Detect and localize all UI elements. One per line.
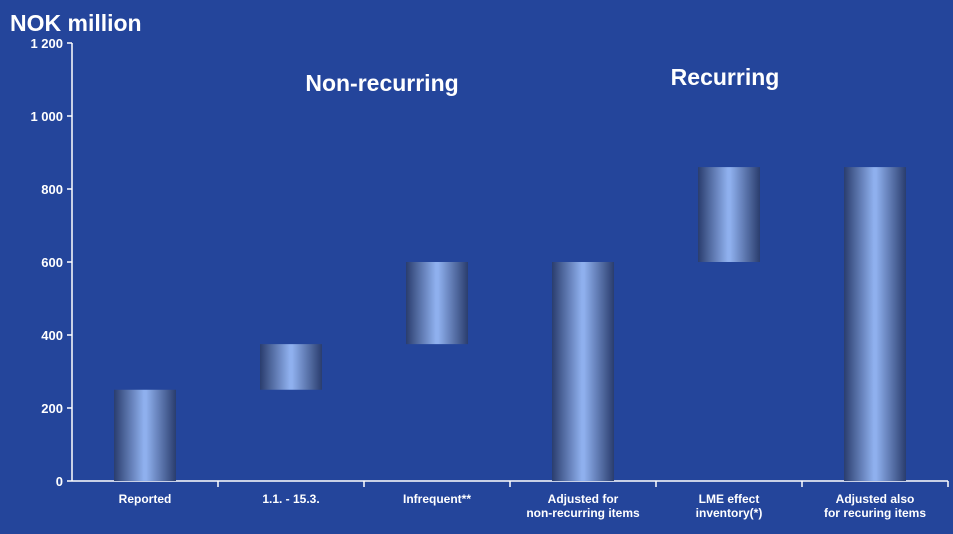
x-tick-label: Reported xyxy=(119,492,172,506)
x-tick-label: 1.1. - 15.3. xyxy=(262,492,319,506)
x-tick-label: inventory(*) xyxy=(696,506,763,520)
bar xyxy=(406,262,468,345)
annotation-recurring: Recurring xyxy=(671,64,780,90)
bars xyxy=(114,167,906,481)
annotation-non-recurring: Non-recurring xyxy=(305,70,458,96)
x-tick-label: LME effect xyxy=(699,492,760,506)
x-tick-label: Adjusted also xyxy=(836,492,915,506)
y-tick-label: 600 xyxy=(41,255,63,270)
bar xyxy=(844,167,906,481)
y-tick-label: 200 xyxy=(41,401,63,416)
y-axis-ticks: 0 200 400 600 800 1 000 1 200 xyxy=(30,36,72,489)
bar xyxy=(698,167,760,262)
bar xyxy=(114,389,176,481)
bar xyxy=(552,262,614,481)
x-tick-label: Infrequent** xyxy=(403,492,471,506)
y-tick-label: 400 xyxy=(41,328,63,343)
bar xyxy=(260,344,322,390)
y-tick-label: 0 xyxy=(56,474,63,489)
x-axis-ticks: Reported 1.1. - 15.3. Infrequent** Adjusted… xyxy=(119,481,949,520)
x-tick-label: non-recurring items xyxy=(526,506,640,520)
y-tick-label: 800 xyxy=(41,182,63,197)
x-tick-label: Adjusted for xyxy=(548,492,619,506)
chart-title: NOK million xyxy=(10,10,142,36)
y-tick-label: 1 000 xyxy=(30,109,63,124)
x-tick-label: for recuring items xyxy=(824,506,926,520)
y-tick-label: 1 200 xyxy=(30,36,63,51)
